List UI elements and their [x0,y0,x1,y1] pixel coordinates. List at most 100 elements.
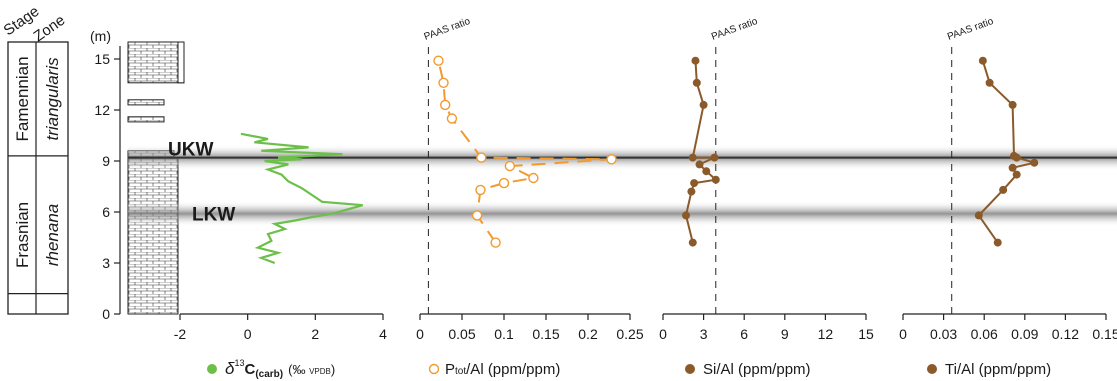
p-point-2 [475,184,486,196]
ti-point-3 [1012,170,1021,179]
si-paas-label: PAAS ratio [710,16,759,43]
legend-p-label: Ptot/Al (ppm/ppm) [445,361,560,378]
si-point-4 [711,175,720,184]
legend-p-marker [428,363,440,375]
lithology-bed-notch [177,41,185,84]
si-tick-label-1: 3 [700,326,708,342]
ti-tick-label-2: 0.06 [971,326,998,342]
p-tick-label-5: 0.25 [616,326,643,342]
depth-unit-label: (m) [90,28,111,44]
p-tick-label-2: 0.1 [494,326,514,342]
p-point-1 [471,210,483,221]
p-point-10 [438,77,449,89]
p-tick-label-4: 0.2 [578,326,598,342]
legend-si: Si/Al (ppm/ppm) [685,361,811,378]
depth-tick-label-1: 3 [102,255,110,271]
legend-ti-label: Ti/Al (ppm/ppm) [945,361,1051,378]
legend-d13c-marker [207,364,217,374]
si-tick-label-3: 9 [781,326,789,342]
lithology-bed-4 [127,41,185,84]
ti-tick-label-4: 0.12 [1052,326,1079,342]
depth-axis: 0 3 6 9 12 15 [94,46,121,322]
lithology-bed-0 [127,157,179,315]
d13c-series-line [240,132,363,265]
p-point-5 [504,160,516,172]
ti-paas-label: PAAS ratio [946,16,995,43]
legend-ti-marker [927,364,937,374]
d13c-tick-label-1: 0 [244,326,252,342]
d13c-tick-label-3: 4 [379,326,387,342]
si-point-3 [690,179,699,188]
d13c-tick-label-0: -2 [174,326,187,342]
legend-p: Ptot/Al (ppm/ppm) [428,361,560,378]
panel-ti: 0 0.03 0.06 0.09 0.12 0.15 PAAS ratio [899,16,1117,342]
si-point-6 [695,160,704,169]
ti-point-7 [1009,151,1018,160]
p-paas-label: PAAS ratio [423,16,472,43]
si-point-0 [688,238,697,247]
event-label-lkw: LKW [192,205,235,226]
ti-point-9 [985,78,994,87]
ti-point-8 [1008,100,1017,109]
stage-label-1: Frasnian [13,202,32,268]
p-point-4 [528,172,539,184]
event-labels: UKW LKW [168,140,235,226]
depth-tick-label-4: 12 [94,102,110,118]
ti-tick-label-5: 0.15 [1092,326,1117,342]
p-point-8 [446,113,458,124]
ti-point-10 [978,56,987,65]
lithology-bed-2 [127,116,165,123]
event-bands [128,144,1117,227]
lithology-column [127,41,185,315]
depth-tick-label-2: 6 [102,204,110,220]
ti-point-5 [1030,158,1039,167]
stratigraphy-columns: Famennian Frasnian triangularis rhenana [7,41,69,315]
panel-p: 0 0.05 0.1 0.15 0.2 0.25 PAAS ratio [416,16,644,342]
ti-point-4 [1008,163,1017,172]
event-label-ukw: UKW [168,140,213,161]
si-point-7 [710,153,719,162]
legend-si-label: Si/Al (ppm/ppm) [703,361,811,378]
depth-tick-label-3: 9 [102,153,110,169]
p-tick-label-0: 0 [416,326,424,342]
ti-tick-label-0: 0 [899,326,907,342]
panel-si: 0 3 6 9 12 15 PAAS ratio [659,16,874,342]
zone-label-0: triangularis [43,57,62,141]
d13c-tick-label-2: 2 [311,326,319,342]
p-point-3 [498,177,510,189]
legend-d13c-label: δ13C(carb) (‰ VPDB) [225,358,335,380]
si-point-2 [687,187,696,196]
p-point-0 [490,237,501,248]
panel-d13c: -2 0 2 4 [174,132,387,342]
si-tick-label-2: 6 [740,326,748,342]
depth-tick-label-5: 15 [94,51,110,67]
si-point-5 [702,167,711,176]
ti-point-1 [974,211,983,220]
si-point-11 [691,56,700,65]
si-point-10 [692,78,701,87]
lithology-bed-3 [127,99,165,106]
p-point-11 [433,55,444,66]
si-tick-label-5: 15 [858,326,874,342]
si-point-1 [682,211,691,220]
p-tick-label-3: 0.15 [532,326,559,342]
ti-point-2 [999,185,1008,194]
ti-tick-label-1: 0.03 [930,326,957,342]
p-point-7 [476,152,487,163]
p-point-9 [440,99,451,111]
stage-label-0: Famennian [13,56,32,141]
ti-point-0 [993,238,1002,247]
si-point-8 [688,153,697,162]
si-point-9 [699,100,708,109]
legend-d13c: δ13C(carb) (‰ VPDB) [207,358,335,380]
si-tick-label-0: 0 [659,326,667,342]
proxy-panels: -2 0 2 4 0 0.05 0.1 0.15 0.2 0.25 PAAS ratio 0 3 6 9 12… [174,16,1117,342]
depth-tick-label-0: 0 [102,306,110,322]
zone-label-1: rhenana [43,204,62,266]
legend-si-marker [685,364,695,374]
p-point-6 [606,154,617,165]
p-tick-label-1: 0.05 [448,326,475,342]
ti-tick-label-3: 0.09 [1011,326,1038,342]
si-tick-label-4: 12 [818,326,834,342]
